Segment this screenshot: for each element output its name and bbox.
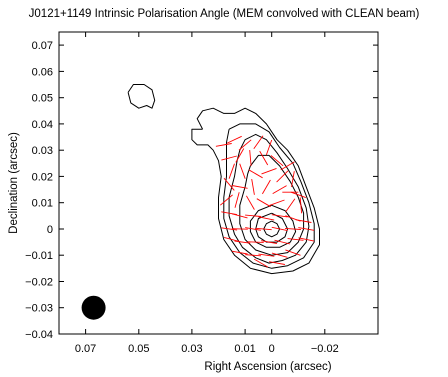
x-tick-label: 0.05	[128, 343, 149, 355]
y-tick-label: 0.07	[32, 40, 53, 52]
x-tick-label: 0.01	[234, 343, 255, 355]
polarisation-vector	[295, 219, 312, 223]
polarisation-vector	[239, 163, 246, 179]
y-tick-label: 0.02	[32, 171, 53, 183]
polarisation-vector	[238, 139, 252, 151]
y-tick-label: 0.05	[32, 93, 53, 105]
polarisation-vector	[272, 185, 287, 194]
y-axis: 0.07 0.06 0.05 0.04 0.03 0.02 0.01 0 −0.01 −0.02 −…	[25, 40, 378, 341]
contour-line	[249, 204, 297, 248]
polarisation-vector	[255, 227, 272, 231]
polarisation-vector	[253, 258, 269, 268]
y-tick-label: 0.01	[32, 198, 53, 210]
polarisation-vector	[251, 179, 255, 195]
contour-line	[127, 84, 156, 109]
polarisation-vector	[299, 197, 303, 214]
contour-line	[223, 123, 315, 269]
polarisation-vector	[245, 214, 262, 217]
x-axis-label: Right Ascension (arcsec)	[204, 361, 331, 373]
x-tick-label: −0.02	[311, 343, 339, 355]
polarisation-vector	[231, 228, 248, 230]
polarisation-vector	[269, 261, 285, 265]
polarisation-vector	[298, 227, 315, 231]
x-tick-label: 0.03	[181, 343, 202, 355]
contour-line	[239, 154, 305, 256]
y-tick-label: −0.02	[25, 277, 53, 289]
polarisation-vector	[245, 227, 261, 231]
polarisation-vector	[221, 227, 238, 231]
polarisation-vector	[228, 163, 235, 179]
polarisation-vector	[231, 185, 248, 189]
polarisation-vector	[231, 250, 248, 255]
polarisation-vector	[269, 199, 285, 206]
polarisation-vector	[285, 198, 296, 213]
polarisation-vector	[246, 195, 255, 210]
polarisation-vector	[221, 155, 238, 161]
polarisation-vector	[248, 169, 263, 179]
polarisation-vector	[234, 192, 240, 208]
polarisation-vector	[271, 214, 288, 218]
contour-line	[263, 220, 281, 238]
polarisation-vector	[290, 191, 306, 199]
polarisation-vectors	[215, 135, 315, 268]
polarisation-vector	[285, 249, 301, 256]
polarisation-vector	[271, 226, 288, 232]
polarisation-vector	[220, 194, 233, 206]
y-tick-label: −0.03	[25, 303, 53, 315]
x-tick-label: 0	[269, 343, 275, 355]
contour-line	[191, 107, 320, 275]
y-tick-label: 0.06	[32, 66, 53, 78]
y-tick-label: −0.04	[25, 329, 53, 341]
x-axis: 0.07 0.05 0.03 0.01 0 −0.02	[75, 32, 339, 355]
y-tick-label: 0.03	[32, 145, 53, 157]
polarisation-vector	[291, 171, 295, 187]
y-tick-label: 0	[47, 224, 53, 236]
polarisation-vector	[227, 135, 242, 144]
polarisation-vector	[298, 237, 315, 242]
polarisation-vector	[274, 239, 291, 245]
polarisation-vector	[235, 148, 245, 163]
polarisation-vector	[270, 155, 284, 167]
polarisation-vector	[258, 253, 275, 257]
polarisation-vector	[234, 240, 251, 244]
polarisation-vector	[284, 227, 301, 230]
polarisation-vector	[280, 161, 295, 171]
polarisation-vector	[223, 177, 235, 191]
polarisation-vector	[287, 238, 304, 241]
polarisation-vector	[223, 236, 240, 242]
polarisation-vector	[261, 167, 277, 175]
polarisation-vector	[265, 139, 273, 156]
y-tick-label: 0.04	[32, 119, 53, 131]
y-axis-label: Declination (arcsec)	[8, 132, 20, 234]
polarisation-vector	[253, 135, 264, 150]
x-tick-label: 0.07	[75, 343, 96, 355]
polarisation-vector	[262, 179, 271, 195]
intensity-contours	[127, 84, 320, 275]
polarisation-vector	[249, 150, 252, 167]
polarisation-vector	[256, 198, 271, 208]
polarisation-vector	[215, 143, 232, 147]
polarisation-vector	[276, 170, 289, 183]
polarisation-vector	[258, 216, 275, 221]
polarisation-vector	[247, 241, 264, 243]
polarisation-vector	[259, 150, 269, 166]
plot-frame	[58, 31, 379, 335]
polarisation-vector	[231, 213, 248, 219]
polarisation-vector	[245, 254, 262, 257]
clean-beam	[81, 295, 106, 320]
polarisation-vector	[261, 240, 277, 244]
y-tick-label: −0.01	[25, 250, 53, 262]
chart-title: J0121+1149 Intrinsic Polarisation Angle …	[29, 8, 420, 20]
polarisation-vector	[271, 252, 288, 258]
contour-line	[255, 212, 289, 243]
